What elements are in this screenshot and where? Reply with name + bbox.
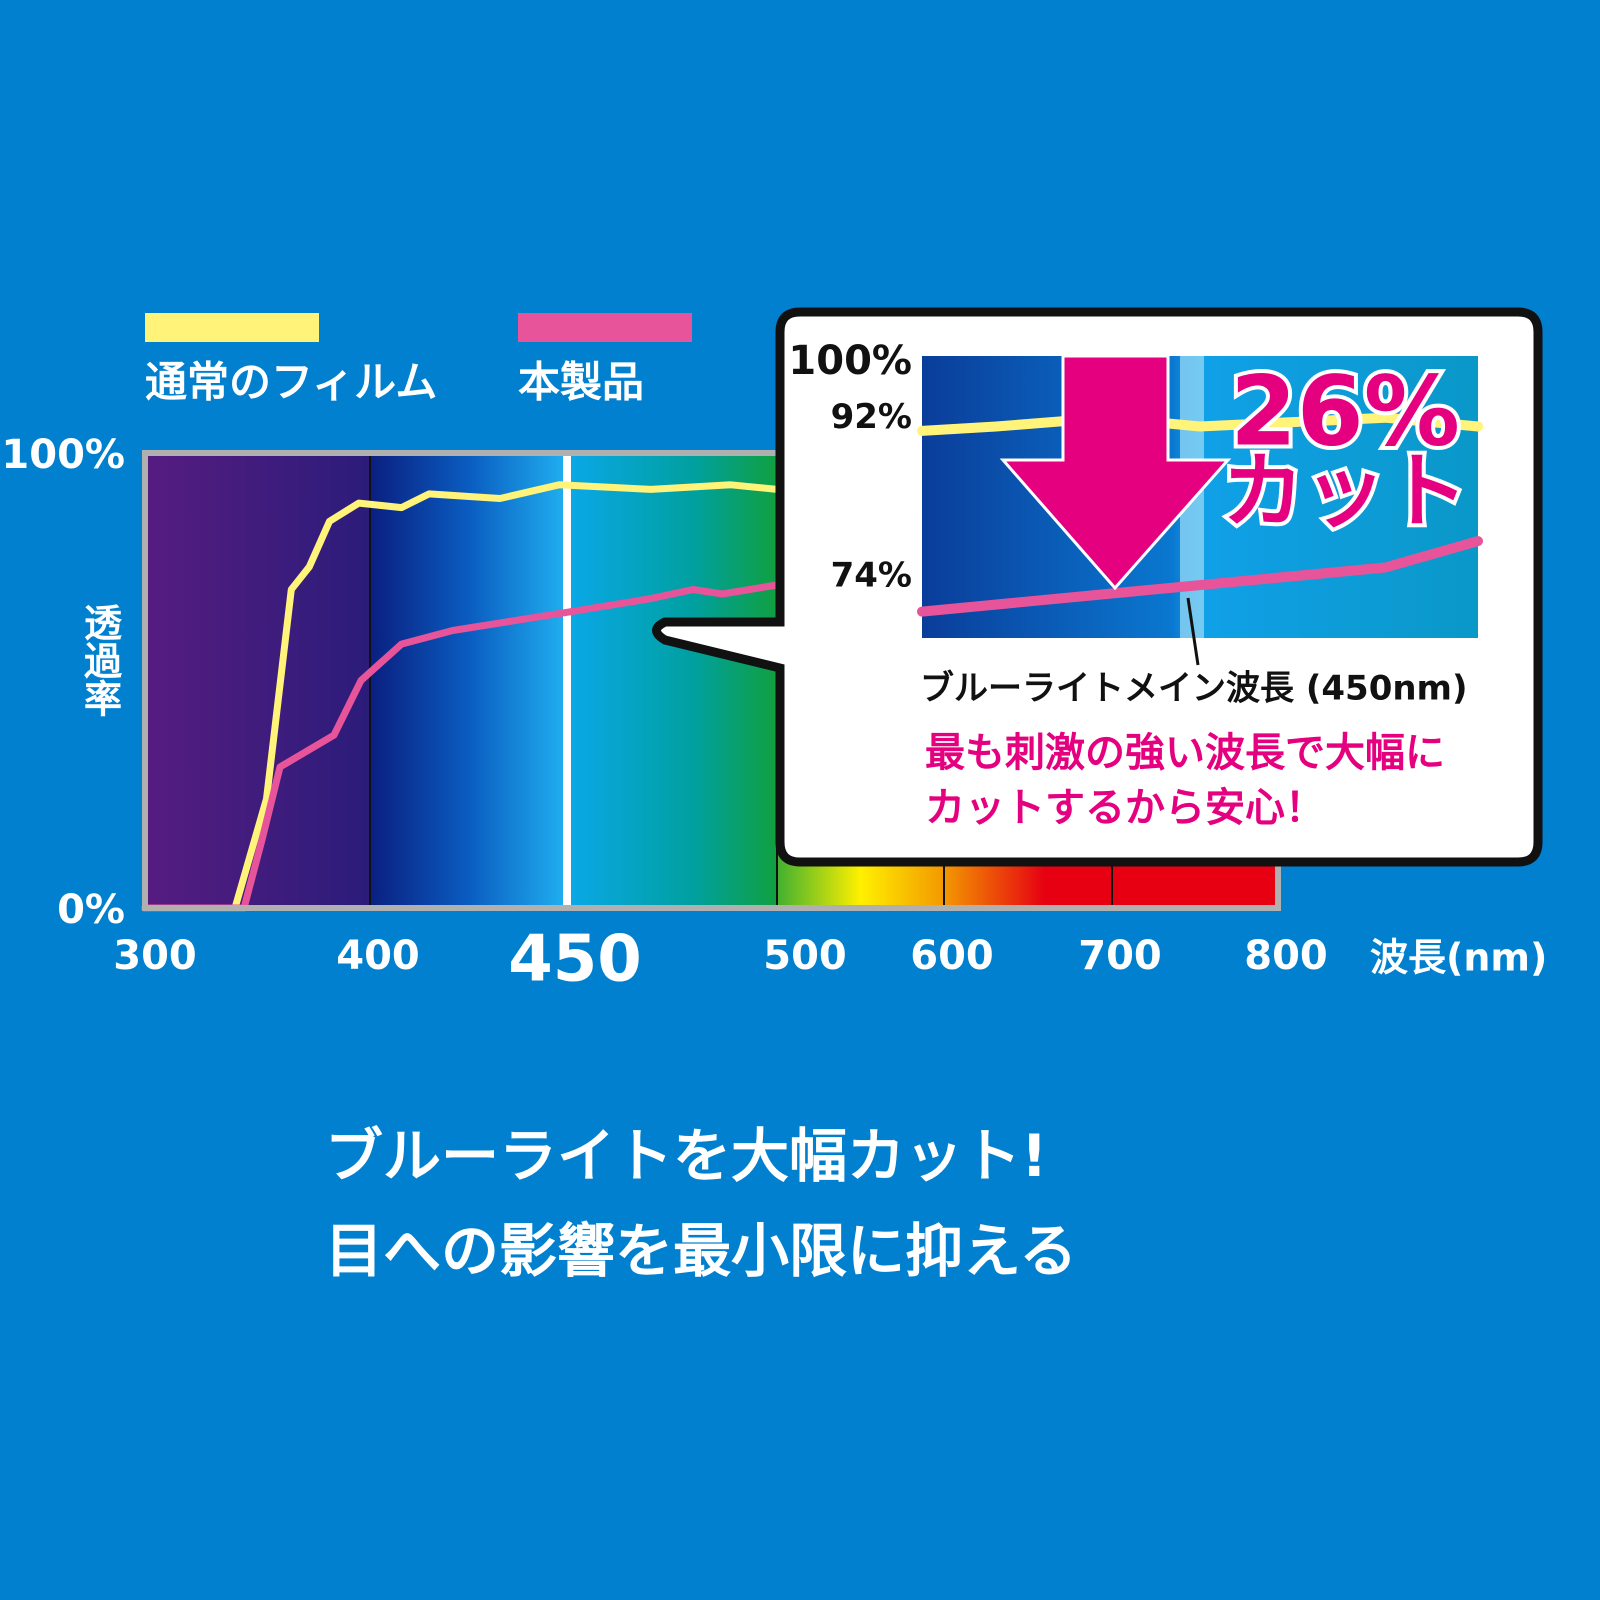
- down-arrow: [999, 354, 1232, 591]
- x-tick-label: 450: [508, 923, 642, 997]
- legend-swatch: [518, 313, 692, 342]
- x-tick-label: 400: [336, 933, 420, 979]
- inset-y-tick-label: 92%: [831, 397, 912, 437]
- headline: 目への影響を最小限に抑える: [325, 1217, 1077, 1285]
- y-tick-label: 0%: [57, 887, 125, 933]
- note: 最も刺激の強い波長で大幅に: [925, 730, 1445, 776]
- leader-line: [1186, 597, 1200, 666]
- x-tick-label: 300: [113, 933, 197, 979]
- inset-y-tick-label: 74%: [831, 556, 912, 596]
- y-axis-title: 透過率: [78, 603, 122, 717]
- plot-lines: [141, 481, 781, 912]
- marker-label: ブルーライトメイン波長 (450nm): [920, 669, 1468, 709]
- inset-series-line: [917, 412, 1483, 436]
- legend-swatch: [145, 313, 319, 342]
- series-line: [141, 581, 781, 912]
- x-tick-label: 800: [1244, 933, 1328, 979]
- inset-y-tick-label: 100%: [788, 338, 912, 384]
- legend-label: 本製品: [518, 358, 644, 407]
- x-tick-label: 700: [1078, 933, 1162, 979]
- y-tick-label: 100%: [1, 432, 125, 478]
- inset-series-line: [917, 536, 1483, 617]
- series-line: [141, 481, 781, 912]
- callout-text: カット: [1222, 444, 1468, 539]
- x-tick-label: 500: [763, 933, 847, 979]
- legend-label: 通常のフィルム: [145, 358, 437, 407]
- headline: ブルーライトを大幅カット!: [325, 1122, 1047, 1190]
- callout-text: 26%: [1230, 355, 1460, 467]
- note: カットするから安心！: [925, 785, 1325, 831]
- inset-lines: [917, 412, 1483, 617]
- x-tick-label: 600: [910, 933, 994, 979]
- x-axis-title: 波長(nm): [1370, 936, 1547, 980]
